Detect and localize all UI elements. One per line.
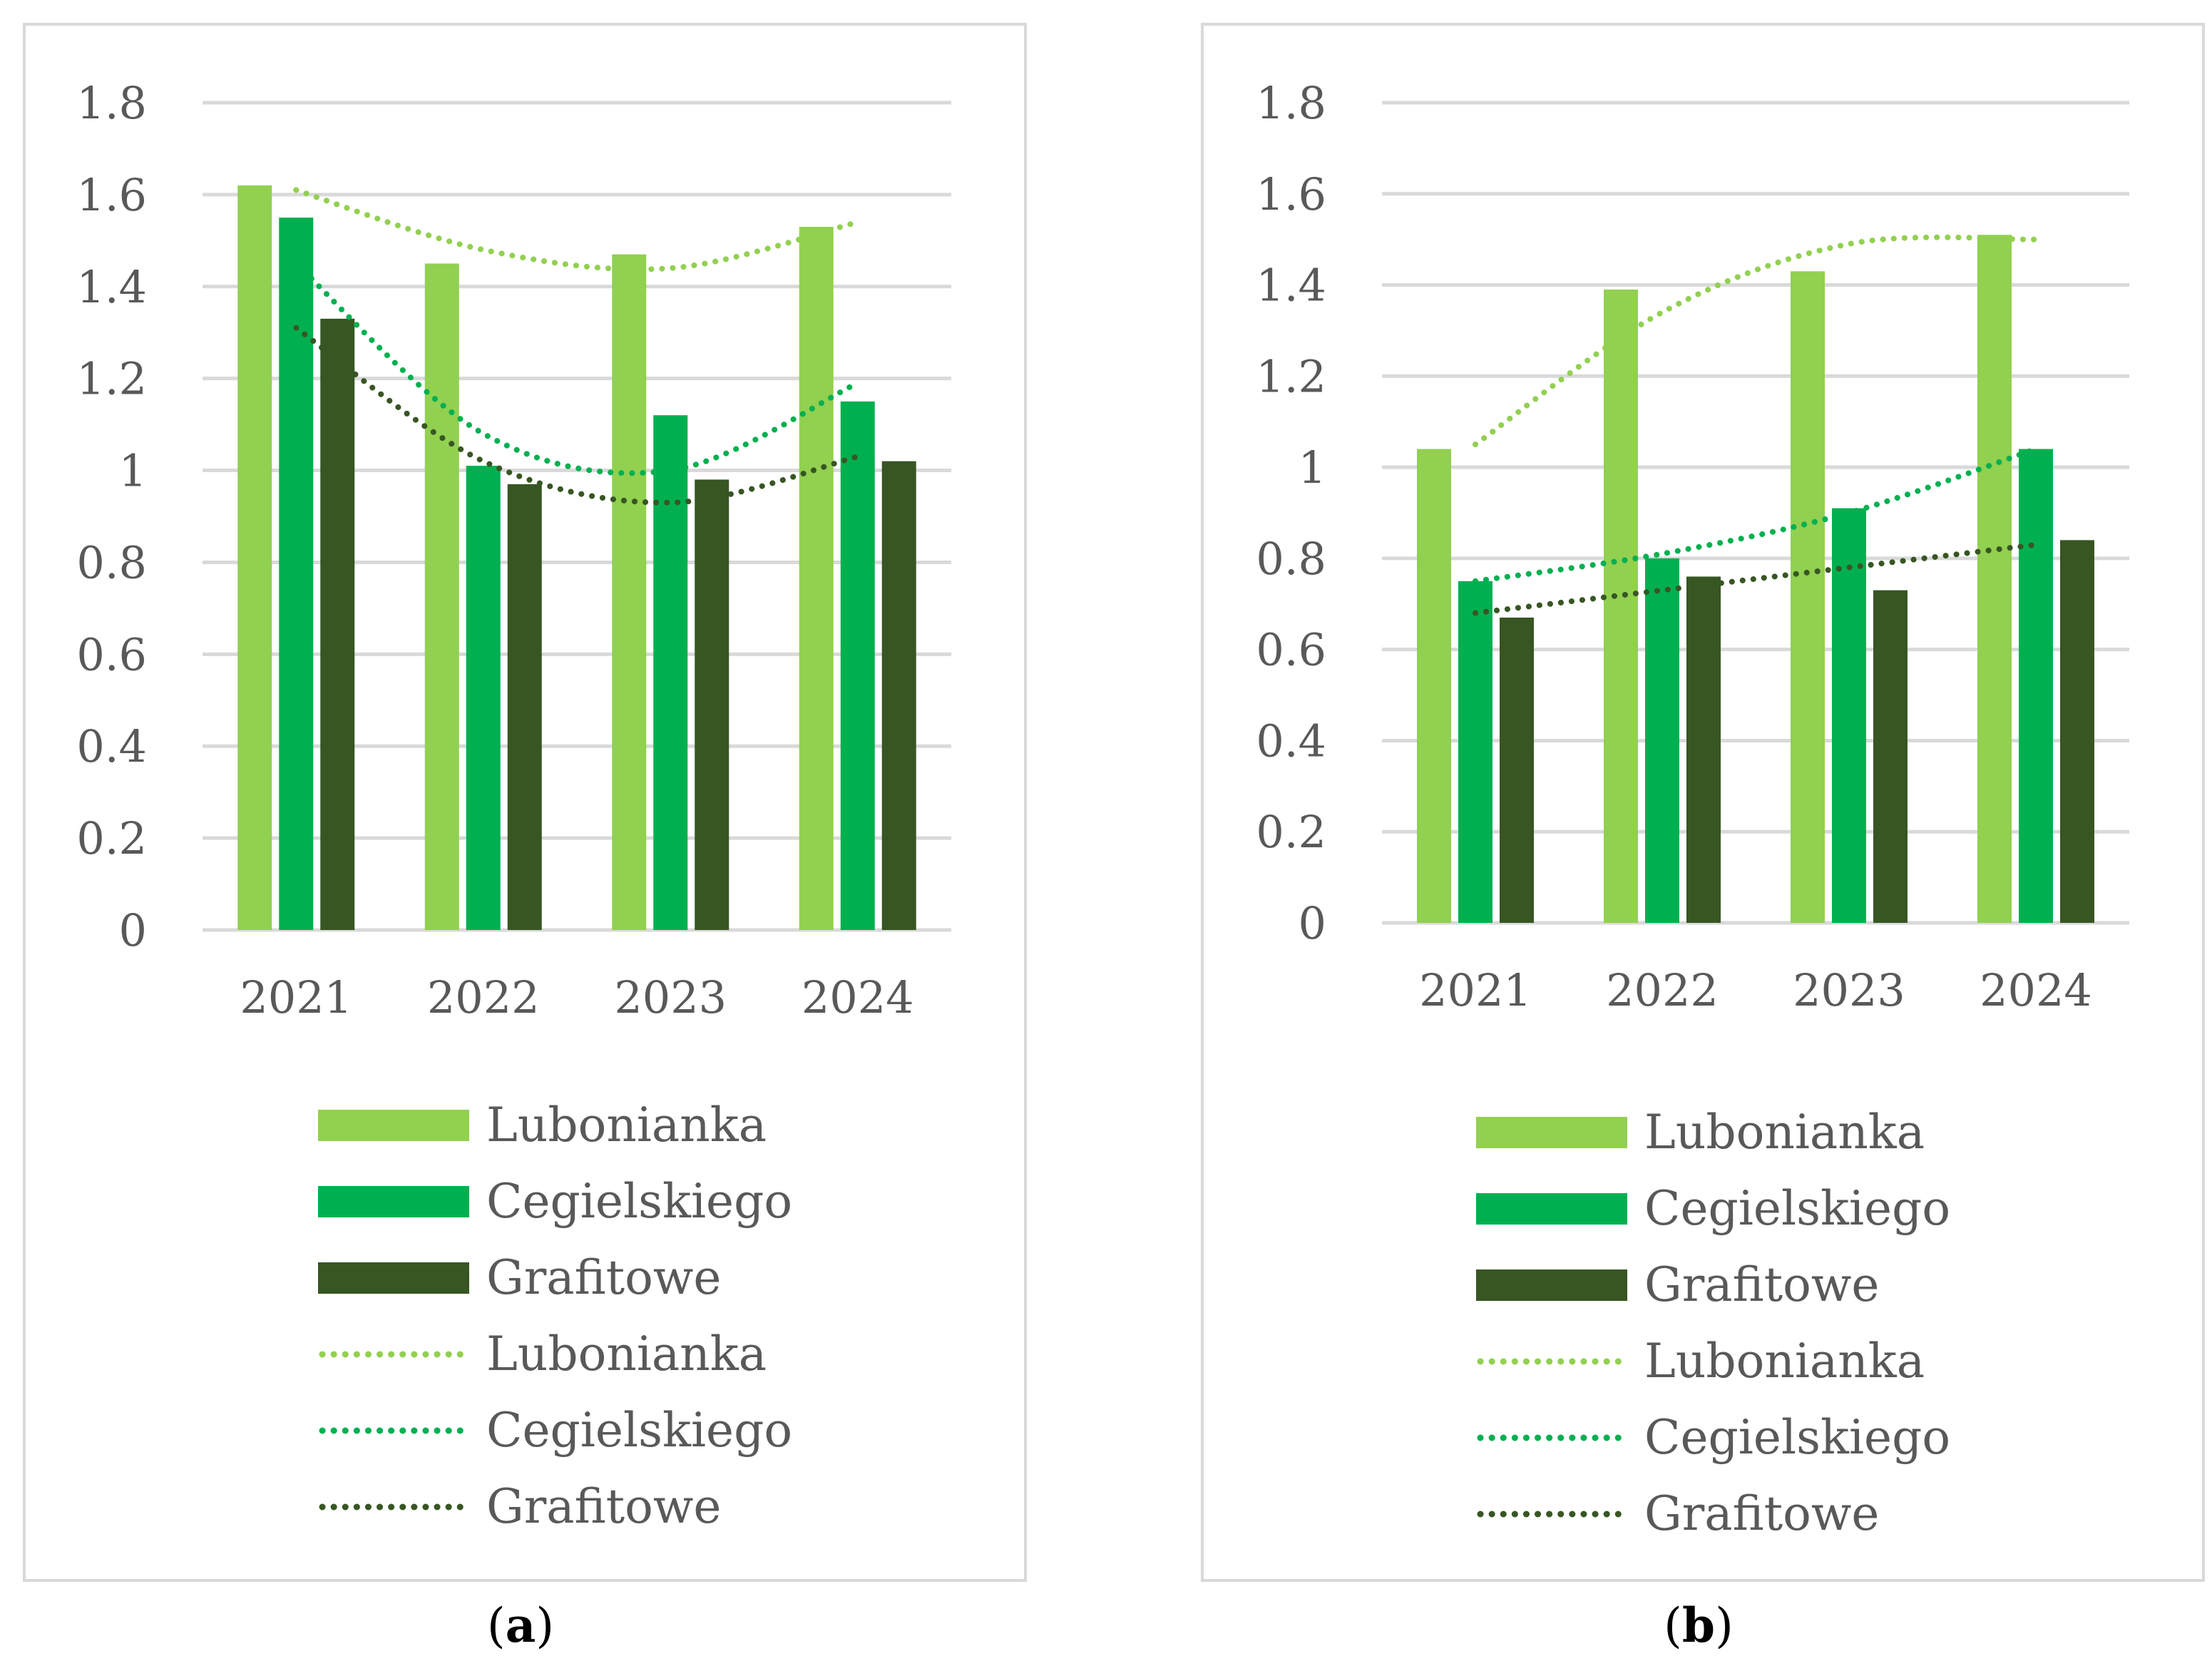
bar-cegielskiego-2022 — [466, 466, 501, 930]
legend-label: Lubonianka — [486, 1098, 767, 1153]
bar-lubonianka-2021 — [1417, 449, 1451, 923]
bar-cegielskiego-2023 — [1832, 508, 1866, 923]
bar-lubonianka-2022 — [1604, 289, 1638, 923]
legend-label: Cegielskiego — [1644, 1181, 1950, 1236]
bar-grafitowe-2021 — [320, 318, 355, 930]
x-tick-label: 2023 — [1793, 964, 1905, 1016]
y-tick-label: 0.8 — [1256, 533, 1326, 585]
y-tick-label: 0.4 — [76, 720, 147, 772]
y-tick-label: 1.2 — [76, 353, 147, 405]
legend-label: Lubonianka — [1644, 1334, 1925, 1389]
y-tick-label: 1.4 — [76, 261, 147, 313]
legend-label: Lubonianka — [1644, 1105, 1925, 1160]
trendline-grafitowe — [1473, 541, 2039, 616]
y-tick-label: 1.4 — [1256, 260, 1326, 312]
y-tick-label: 0.6 — [76, 628, 147, 680]
y-tick-label: 1.2 — [1256, 350, 1326, 402]
trendline-lubonianka — [293, 187, 861, 272]
legend-swatch-lubonianka — [318, 1110, 469, 1141]
y-tick-label: 0 — [119, 904, 147, 956]
bar-grafitowe-2024 — [2060, 540, 2094, 923]
bar-lubonianka-2022 — [424, 263, 459, 930]
caption-b-letter: b — [1681, 1598, 1716, 1653]
y-tick-label: 1 — [1299, 441, 1326, 494]
trendline-grafitowe — [293, 325, 861, 506]
legend-label: Grafitowe — [1644, 1486, 1879, 1541]
bar-lubonianka-2023 — [612, 254, 647, 931]
caption-a-letter: a — [505, 1598, 536, 1653]
caption-a: (a) — [486, 1598, 555, 1653]
x-tick-label: 2024 — [802, 971, 914, 1023]
bar-grafitowe-2023 — [1873, 590, 1908, 923]
x-tick-label: 2023 — [614, 971, 727, 1023]
bar-grafitowe-2022 — [1686, 576, 1721, 923]
legend-swatch-grafitowe — [318, 1262, 469, 1294]
bar-cegielskiego-2021 — [1458, 581, 1492, 923]
chart-a: 0 0.2 0.4 0.6 0.8 1 1.2 1.4 1.6 1.8 2021 2022 2023 20… — [76, 77, 951, 1534]
y-tick-label: 1 — [119, 445, 147, 497]
x-tick-label: 2022 — [1606, 964, 1719, 1016]
trendline-cegielskiego — [293, 260, 861, 476]
bar-cegielskiego-2024 — [2019, 449, 2053, 923]
y-tick-label: 0 — [1299, 897, 1326, 949]
legend-label: Grafitowe — [486, 1250, 721, 1305]
caption-b: (b) — [1664, 1598, 1734, 1653]
bar-grafitowe-2023 — [695, 479, 729, 930]
bar-cegielskiego-2023 — [653, 415, 688, 930]
y-tick-label: 0.8 — [76, 536, 147, 588]
x-tick-label: 2021 — [240, 971, 352, 1023]
legend-swatch-lubonianka — [1476, 1117, 1627, 1148]
y-tick-label: 0.2 — [1256, 806, 1326, 858]
trendline-lubonianka — [1473, 234, 2039, 448]
x-tick-label: 2021 — [1419, 964, 1532, 1016]
legend-label: Grafitowe — [1644, 1257, 1879, 1312]
bar-lubonianka-2024 — [799, 227, 834, 930]
bar-lubonianka-2021 — [237, 185, 272, 930]
bar-lubonianka-2024 — [1977, 235, 2012, 923]
y-tick-label: 1.8 — [1256, 77, 1326, 129]
legend-label: Cegielskiego — [486, 1403, 792, 1458]
legend-swatch-cegielskiego — [318, 1186, 469, 1217]
bar-grafitowe-2022 — [507, 484, 542, 930]
y-tick-label: 0.4 — [1256, 715, 1326, 767]
y-tick-label: 0.2 — [76, 812, 147, 864]
x-tick-label: 2024 — [1980, 964, 2092, 1016]
legend-label: Cegielskiego — [486, 1174, 792, 1229]
x-tick-label: 2022 — [427, 971, 540, 1023]
y-tick-label: 1.6 — [1256, 168, 1326, 220]
chart-b: 0 0.2 0.4 0.6 0.8 1 1.2 1.4 1.6 1.8 2021 2022 2023 20… — [1256, 77, 2129, 1541]
bar-grafitowe-2024 — [881, 461, 916, 930]
bar-lubonianka-2023 — [1791, 271, 1825, 923]
legend-label: Lubonianka — [486, 1327, 767, 1381]
bar-grafitowe-2021 — [1500, 617, 1534, 923]
bar-cegielskiego-2022 — [1645, 558, 1679, 923]
bar-cegielskiego-2021 — [279, 218, 314, 931]
y-tick-label: 1.8 — [76, 77, 147, 129]
legend-swatch-grafitowe — [1476, 1269, 1627, 1301]
legend-label: Cegielskiego — [1644, 1410, 1950, 1465]
legend-label: Grafitowe — [486, 1479, 721, 1534]
y-tick-label: 1.6 — [76, 169, 147, 221]
y-tick-label: 0.6 — [1256, 624, 1326, 676]
bar-cegielskiego-2024 — [840, 401, 875, 930]
legend-swatch-cegielskiego — [1476, 1193, 1627, 1225]
